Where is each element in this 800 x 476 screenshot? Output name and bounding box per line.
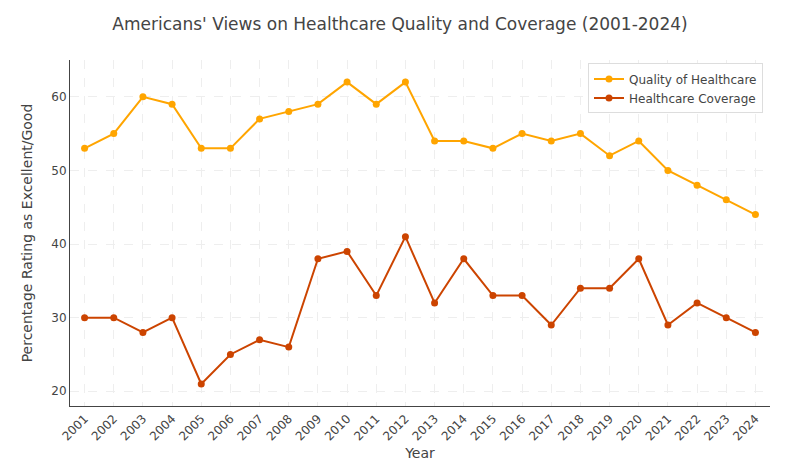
svg-text:2001: 2001 (59, 412, 90, 443)
svg-text:2002: 2002 (89, 412, 120, 443)
svg-text:2015: 2015 (468, 412, 499, 443)
svg-text:Healthcare Coverage: Healthcare Coverage (629, 92, 756, 106)
svg-text:2014: 2014 (439, 412, 470, 443)
svg-text:2013: 2013 (409, 412, 440, 443)
svg-text:2004: 2004 (147, 412, 178, 443)
svg-text:20: 20 (51, 384, 66, 398)
svg-text:2009: 2009 (293, 412, 324, 443)
svg-text:2011: 2011 (351, 412, 382, 443)
svg-text:Percentage Rating as Excellent: Percentage Rating as Excellent/Good (19, 104, 35, 363)
svg-text:Year: Year (404, 445, 435, 461)
svg-text:2010: 2010 (322, 412, 353, 443)
svg-text:2016: 2016 (497, 412, 528, 443)
svg-text:2022: 2022 (672, 412, 703, 443)
svg-text:2006: 2006 (205, 412, 236, 443)
svg-text:2017: 2017 (526, 412, 557, 443)
svg-text:2019: 2019 (584, 412, 615, 443)
svg-text:60: 60 (51, 90, 66, 104)
svg-text:Quality of Healthcare: Quality of Healthcare (629, 73, 756, 87)
svg-text:2003: 2003 (118, 412, 149, 443)
svg-text:2018: 2018 (555, 412, 586, 443)
svg-text:2020: 2020 (614, 412, 645, 443)
svg-text:2007: 2007 (234, 412, 265, 443)
svg-text:2024: 2024 (730, 412, 761, 443)
svg-text:2023: 2023 (701, 412, 732, 443)
svg-text:2021: 2021 (643, 412, 674, 443)
svg-text:50: 50 (51, 164, 66, 178)
svg-text:30: 30 (51, 311, 66, 325)
svg-text:Americans' Views on Healthcare: Americans' Views on Healthcare Quality a… (112, 14, 687, 34)
svg-text:2008: 2008 (264, 412, 295, 443)
svg-text:2005: 2005 (176, 412, 207, 443)
svg-text:40: 40 (51, 237, 66, 251)
svg-text:2012: 2012 (380, 412, 411, 443)
